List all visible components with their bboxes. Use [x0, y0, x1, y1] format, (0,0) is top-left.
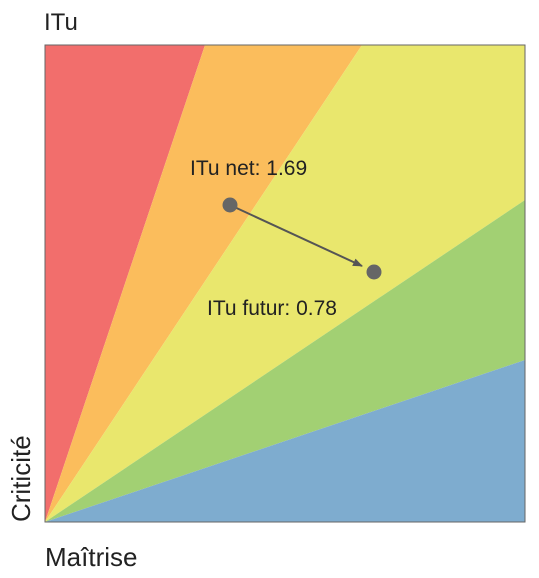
- y-axis-label: Criticité: [6, 435, 36, 522]
- zones: [44, 44, 526, 523]
- zone-blue: [45, 360, 525, 522]
- zone-yellow: [45, 45, 525, 522]
- point-label: ITu net: 1.69: [190, 157, 307, 180]
- x-axis-label: Maîtrise: [45, 542, 137, 572]
- point-net: [222, 197, 238, 213]
- title: ITu: [44, 9, 78, 36]
- point-futur: [366, 264, 382, 280]
- frame: [44, 44, 526, 523]
- point-label: ITu futur: 0.78: [207, 297, 337, 320]
- arrow: [229, 204, 363, 267]
- zone-green: [45, 200, 525, 522]
